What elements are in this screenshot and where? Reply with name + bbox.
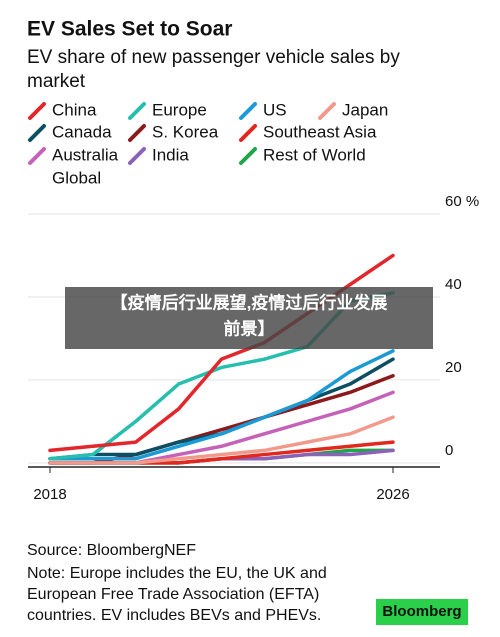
- banner: [65, 287, 433, 349]
- note: Note: Europe includes the EU, the UK and: [27, 565, 327, 582]
- note: European Free Trade Association (EFTA): [27, 586, 319, 603]
- legend-swatch: [318, 102, 336, 120]
- y-tick-label: 60 %: [445, 193, 479, 210]
- series-line: [48, 349, 395, 461]
- legend-swatch: [239, 147, 257, 165]
- legend-label: India: [152, 145, 189, 164]
- banner-text: 【疫情后行业展望,疫情过后行业发展: [111, 292, 388, 312]
- y-tick-label: 40: [445, 276, 462, 293]
- subtitle: EV share of new passenger vehicle sales …: [27, 47, 400, 68]
- legend-label: Japan: [342, 100, 388, 119]
- legend-label: US: [263, 100, 287, 119]
- legend-swatch: [28, 147, 46, 165]
- legend-swatch: [239, 124, 257, 142]
- legend-swatch: [239, 102, 257, 120]
- legend-note: Global: [52, 168, 101, 187]
- legend-label: China: [52, 100, 97, 119]
- legend-swatch: [128, 124, 146, 142]
- note: countries. EV includes BEVs and PHEVs.: [27, 607, 321, 624]
- legend-label: Australia: [52, 145, 119, 164]
- banner-text: 前景】: [224, 318, 275, 338]
- subtitle: market: [27, 71, 86, 92]
- legend-label: Southeast Asia: [263, 122, 377, 141]
- logo-box: [376, 599, 468, 625]
- legend-label: Canada: [52, 122, 112, 141]
- y-tick-label: 0: [445, 442, 453, 459]
- y-tick-label: 20: [445, 359, 462, 376]
- legend-swatch: [28, 124, 46, 142]
- chart-title: EV Sales Set to Soar: [27, 18, 232, 41]
- series-line: [48, 415, 395, 465]
- legend-swatch: [28, 102, 46, 120]
- legend-label: Europe: [152, 100, 207, 119]
- x-tick-label: 2018: [33, 486, 66, 503]
- legend-label: S. Korea: [152, 122, 219, 141]
- source: Source: BloombergNEF: [27, 542, 196, 559]
- legend-swatch: [128, 102, 146, 120]
- logo: Bloomberg: [382, 603, 461, 620]
- legend-label: Rest of World: [263, 145, 366, 164]
- legend-swatch: [128, 147, 146, 165]
- x-tick-label: 2026: [376, 486, 409, 503]
